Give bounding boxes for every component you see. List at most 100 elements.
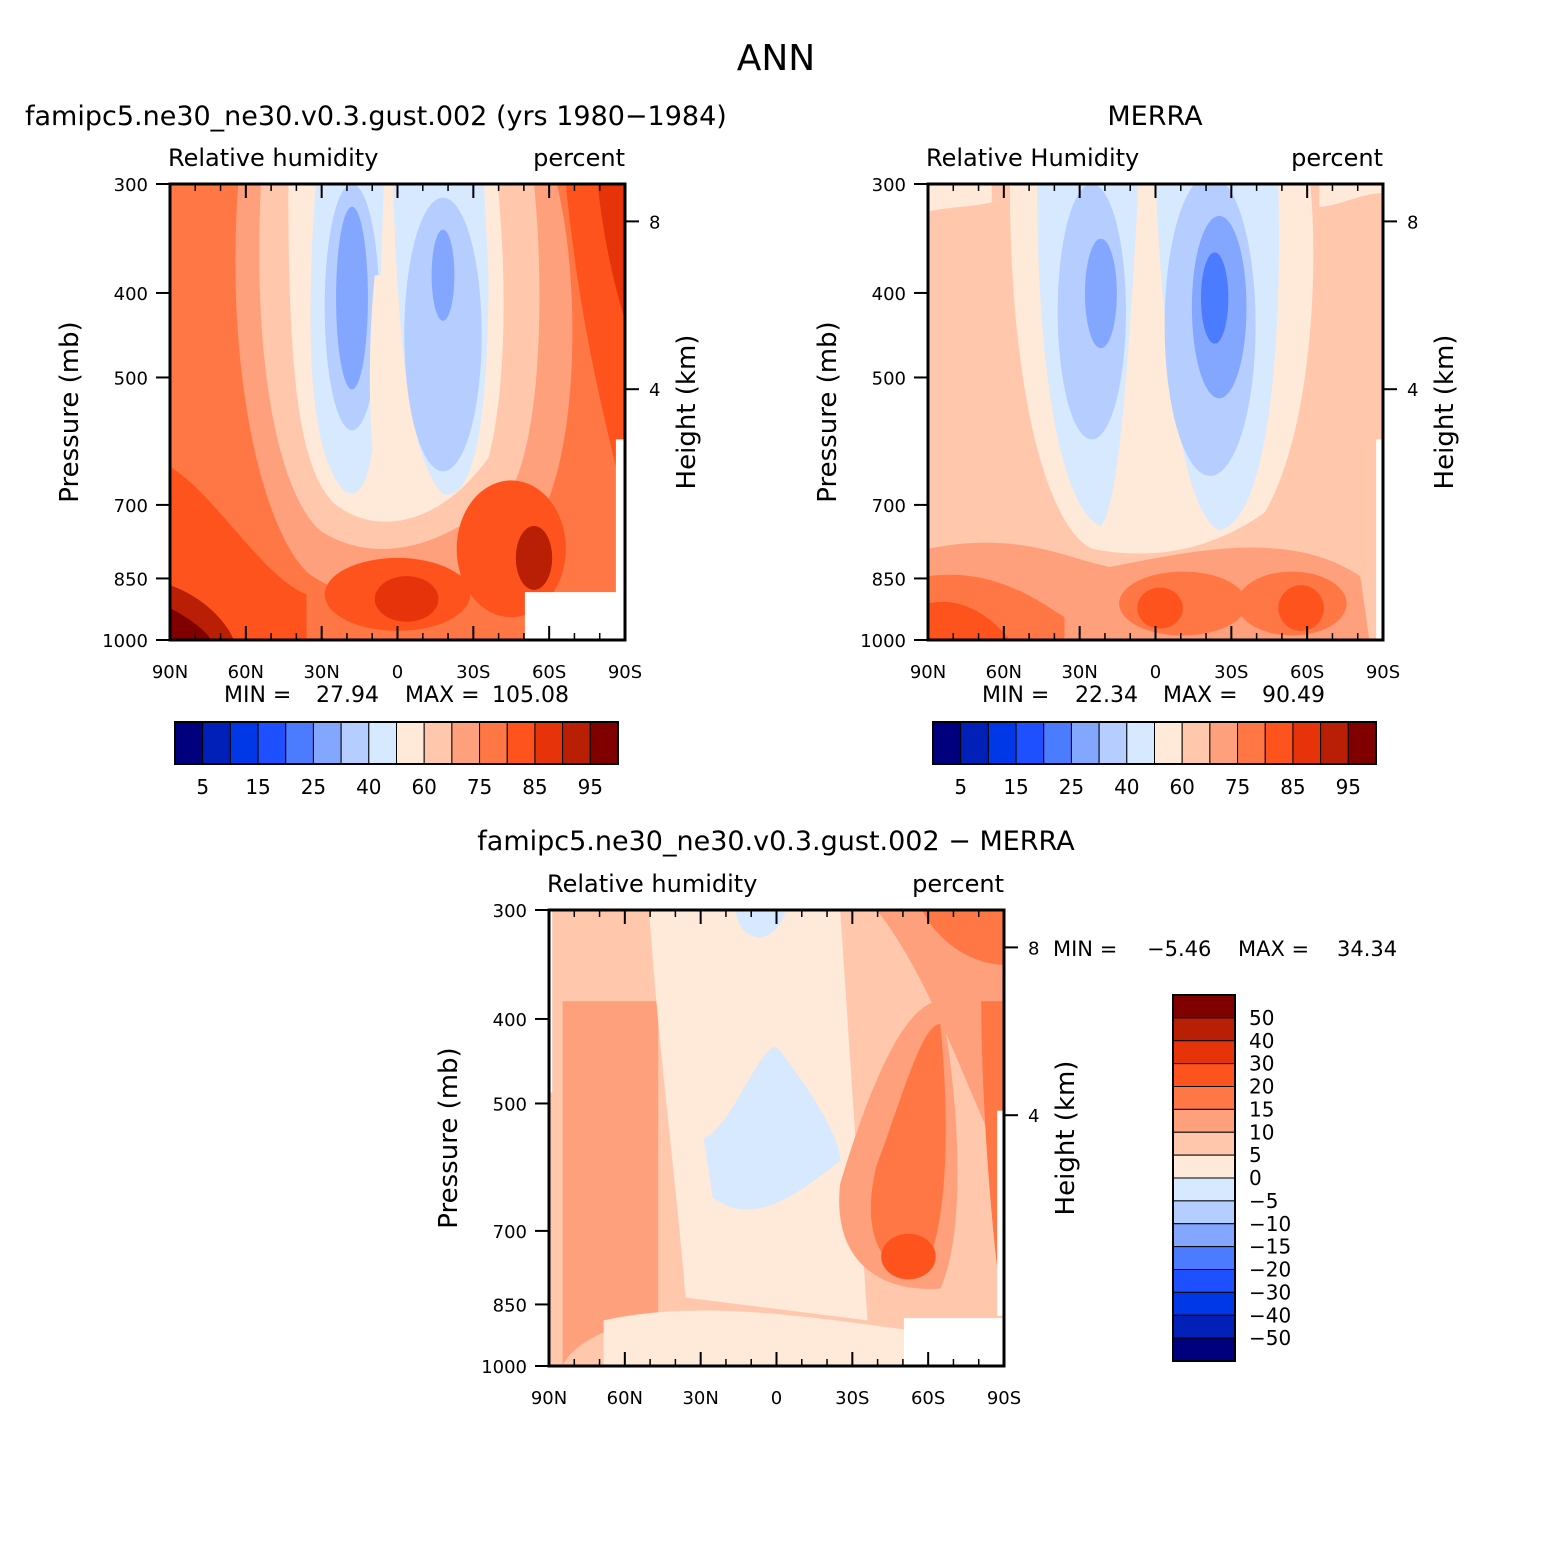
max-value: 34.34 bbox=[1337, 937, 1397, 961]
colorbar-swatch bbox=[202, 721, 231, 765]
colorbar-swatch bbox=[1043, 721, 1072, 765]
colorbar-swatch bbox=[960, 721, 989, 765]
colorbar-swatch bbox=[1015, 721, 1045, 765]
colorbar-label: 60 bbox=[411, 775, 436, 799]
colorbar-label: 40 bbox=[356, 775, 381, 799]
x-tick-label: 90S bbox=[987, 1388, 1021, 1409]
max-label: MAX = bbox=[1238, 937, 1309, 961]
colorbar-swatch bbox=[534, 721, 564, 765]
x-tick-label: 0 bbox=[392, 662, 403, 683]
y-tick-label: 500 bbox=[872, 368, 906, 389]
colorbar-swatch bbox=[1237, 721, 1266, 765]
min-value: 22.34 bbox=[1075, 683, 1138, 708]
contour-fill bbox=[1084, 238, 1117, 349]
contour-fill bbox=[374, 576, 439, 622]
colorbar-swatch bbox=[1126, 721, 1155, 765]
x-tick-label: 60S bbox=[911, 1388, 945, 1409]
colorbar-label: 95 bbox=[578, 775, 603, 799]
panel-title: MERRA bbox=[1107, 101, 1203, 132]
height-tick-label: 4 bbox=[649, 380, 660, 401]
colorbar-label: 0 bbox=[1249, 1166, 1262, 1190]
contour-field bbox=[928, 184, 1383, 640]
colorbar-label: 5 bbox=[954, 775, 967, 799]
contour-fill bbox=[881, 1233, 936, 1280]
colorbar-swatch bbox=[1172, 1246, 1236, 1270]
x-tick-label: 30N bbox=[1061, 662, 1097, 683]
y-tick-label: 1000 bbox=[481, 1357, 527, 1378]
colorbar-label: −50 bbox=[1249, 1326, 1291, 1350]
colorbar-swatch bbox=[987, 721, 1017, 765]
colorbar-frame bbox=[174, 721, 619, 765]
units-label: percent bbox=[533, 144, 625, 172]
colorbar-frame bbox=[1172, 994, 1236, 1362]
y-axis-label: Pressure (mb) bbox=[434, 1047, 464, 1228]
contour-fill bbox=[876, 910, 1004, 1166]
x-tick-label: 90S bbox=[1366, 662, 1400, 683]
colorbar-label: −5 bbox=[1249, 1189, 1278, 1213]
colorbar-swatch bbox=[1172, 1040, 1236, 1065]
max-label: MAX = bbox=[405, 683, 480, 708]
colorbar-label: 95 bbox=[1336, 775, 1361, 799]
colorbar-label: 30 bbox=[1249, 1052, 1274, 1076]
contour-fill bbox=[515, 526, 553, 590]
colorbar-label: 10 bbox=[1249, 1120, 1274, 1144]
contour-fill bbox=[170, 608, 211, 640]
missing-data bbox=[903, 1318, 1004, 1366]
panel-title: famipc5.ne30_ne30.v0.3.gust.002 − MERRA bbox=[477, 826, 1075, 857]
colorbar-swatch bbox=[312, 721, 342, 765]
colorbar-label: 15 bbox=[245, 775, 270, 799]
y-tick-label: 400 bbox=[872, 284, 906, 305]
colorbar-label: −15 bbox=[1249, 1235, 1291, 1259]
colorbar-swatch bbox=[562, 721, 591, 765]
colorbar-swatch bbox=[1172, 994, 1236, 1019]
contour-fill bbox=[1278, 585, 1324, 631]
min-label: MIN = bbox=[1053, 937, 1117, 961]
colorbar-swatch bbox=[1172, 1291, 1236, 1316]
contour-fill bbox=[928, 184, 992, 212]
colorbar-swatch bbox=[1172, 1314, 1236, 1339]
panel-merra: 90N 60N 30N 0 30S 60S 90S 300 400 500 700 850 1000 8 4… bbox=[813, 101, 1460, 799]
contour-fill bbox=[404, 197, 482, 472]
contour-fill bbox=[1201, 252, 1229, 344]
y-tick-label: 850 bbox=[493, 1295, 527, 1316]
colorbar-label: 5 bbox=[1249, 1143, 1262, 1167]
contour-fill bbox=[1137, 587, 1183, 629]
x-tick-label: 30S bbox=[1214, 662, 1248, 683]
colorbar-frame bbox=[932, 721, 1377, 765]
min-value: −5.46 bbox=[1147, 937, 1211, 961]
height-tick-label: 8 bbox=[649, 212, 660, 233]
contour-fill bbox=[870, 1024, 946, 1275]
y-tick-label: 400 bbox=[114, 284, 148, 305]
colorbar-swatch bbox=[1172, 1337, 1236, 1362]
x-tick-label: 90S bbox=[608, 662, 642, 683]
colorbar-label: 40 bbox=[1114, 775, 1139, 799]
contour-fill bbox=[597, 184, 625, 321]
contour-fill bbox=[369, 275, 395, 504]
contour-fill bbox=[431, 229, 455, 321]
min-label: MIN = bbox=[982, 683, 1049, 708]
x-tick-label: 60N bbox=[228, 662, 264, 683]
y-tick-label: 700 bbox=[493, 1222, 527, 1243]
contour-fill bbox=[603, 1310, 904, 1366]
height-tick-label: 4 bbox=[1407, 380, 1418, 401]
colorbar-label: 5 bbox=[196, 775, 209, 799]
height-axis-label: Height (km) bbox=[672, 335, 702, 490]
variable-label: Relative Humidity bbox=[926, 144, 1139, 172]
colorbar-swatch bbox=[285, 721, 314, 765]
x-tick-label: 30N bbox=[682, 1388, 718, 1409]
colorbar-label: −10 bbox=[1249, 1212, 1291, 1236]
colorbar-label: 85 bbox=[522, 775, 547, 799]
x-tick-label: 60S bbox=[1290, 662, 1324, 683]
colorbar-label: 15 bbox=[1249, 1097, 1274, 1121]
contour-fill bbox=[928, 601, 1010, 640]
colorbar-swatch bbox=[1172, 1086, 1236, 1110]
contour-fill bbox=[922, 910, 1004, 965]
max-label: MAX = bbox=[1163, 683, 1238, 708]
colorbar-label: 40 bbox=[1249, 1029, 1274, 1053]
height-tick-label: 4 bbox=[1028, 1106, 1039, 1127]
y-tick-label: 1000 bbox=[860, 631, 906, 652]
colorbar-swatch bbox=[1070, 721, 1100, 765]
colorbar-swatch bbox=[423, 721, 453, 765]
y-tick-label: 300 bbox=[493, 901, 527, 922]
units-label: percent bbox=[1291, 144, 1383, 172]
